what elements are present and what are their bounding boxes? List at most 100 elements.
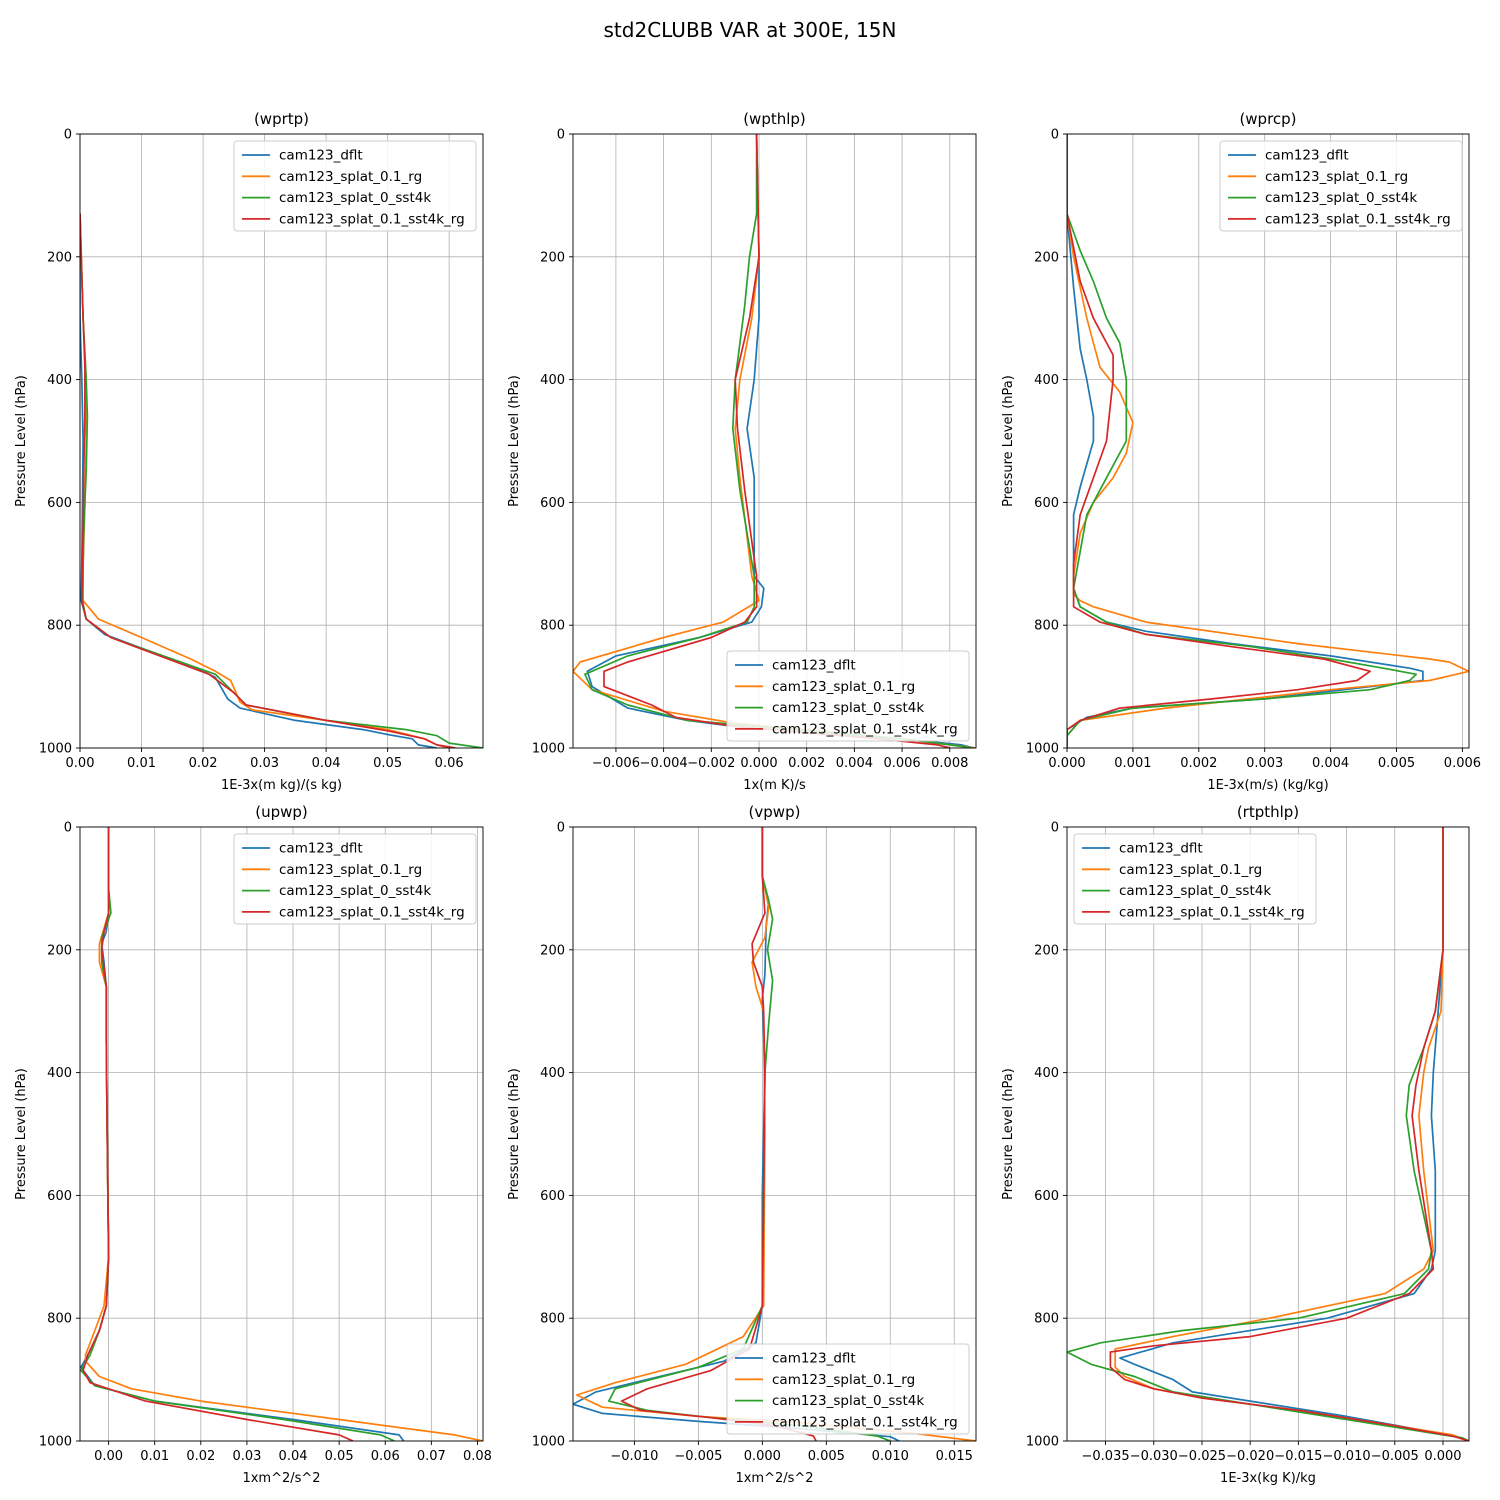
legend-label: cam123_splat_0.1_rg xyxy=(1265,169,1408,185)
legend-label: cam123_splat_0.1_sst4k_rg xyxy=(1119,904,1305,920)
series-line-cam123_splat_0_sst4k xyxy=(80,213,483,748)
y-tick-label: 0 xyxy=(1051,128,1059,143)
legend: cam123_dflt cam123_splat_0.1_rg cam123_spl… xyxy=(1219,140,1463,232)
chart-panel-3: 0.00 0.01 0.02 0.03 0.04 0.05 0.06 0.07 0.08 0 200… xyxy=(14,803,492,1486)
y-axis-label: Pressure Level (hPa) xyxy=(507,375,522,507)
series-line-cam123_splat_0_sst4k xyxy=(1067,827,1469,1441)
x-tick-label: 0.01 xyxy=(140,1449,169,1464)
legend-label: cam123_splat_0.1_sst4k_rg xyxy=(772,1414,958,1430)
legend-box xyxy=(233,833,477,925)
series-line-cam123_splat_0.1_sst4k_rg xyxy=(80,213,456,748)
axes-frame xyxy=(572,133,977,749)
panel-title: (wpthlp) xyxy=(743,110,806,128)
x-tick-label: −0.010 xyxy=(610,1449,658,1464)
y-tick-label: 1000 xyxy=(532,742,565,757)
x-tick-label: 0.015 xyxy=(936,1449,973,1464)
x-tick-label: 0.010 xyxy=(872,1449,909,1464)
axes-frame xyxy=(572,826,977,1442)
y-tick-label: 600 xyxy=(540,496,565,511)
axes-frame xyxy=(79,826,484,1442)
legend-label: cam123_splat_0.1_rg xyxy=(279,862,422,878)
series-line-cam123_splat_0.1_sst4k_rg xyxy=(1109,827,1469,1441)
x-tick-label: 0.05 xyxy=(325,1449,354,1464)
y-tick-label: 200 xyxy=(47,250,72,265)
x-axis-label: 1xm^2/s^2 xyxy=(242,1471,320,1486)
y-tick-label: 800 xyxy=(47,1312,72,1327)
y-axis-label: Pressure Level (hPa) xyxy=(14,375,29,507)
x-tick-label: 0.002 xyxy=(788,756,825,771)
y-tick-label: 600 xyxy=(47,1189,72,1204)
axes-frame xyxy=(1066,133,1470,749)
x-tick-label: −0.030 xyxy=(1130,1449,1178,1464)
x-tick-label: 0.06 xyxy=(435,756,464,771)
y-tick-label: 400 xyxy=(1034,373,1059,388)
x-tick-label: 0.02 xyxy=(186,1449,215,1464)
x-tick-label: 0.000 xyxy=(744,1449,781,1464)
x-axis-label: 1xm^2/s^2 xyxy=(735,1471,813,1486)
y-tick-label: 400 xyxy=(540,1066,565,1081)
legend: cam123_dflt cam123_splat_0.1_rg cam123_spl… xyxy=(233,833,477,925)
legend: cam123_dflt cam123_splat_0.1_rg cam123_spl… xyxy=(726,650,970,742)
y-tick-label: 800 xyxy=(47,619,72,634)
y-tick-label: 1000 xyxy=(39,742,72,757)
y-tick-label: 600 xyxy=(540,1189,565,1204)
series-line-cam123_splat_0.1_sst4k_rg xyxy=(1067,134,1371,748)
x-tick-label: 0.001 xyxy=(1114,756,1151,771)
legend-label: cam123_splat_0_sst4k xyxy=(279,190,431,206)
panel-title: (upwp) xyxy=(255,803,308,821)
x-tick-label: 0.000 xyxy=(740,756,777,771)
panel-title: (wprcp) xyxy=(1239,110,1296,128)
figure-suptitle: std2CLUBB VAR at 300E, 15N xyxy=(604,18,897,42)
x-tick-label: 0.06 xyxy=(371,1449,400,1464)
legend-label: cam123_dflt xyxy=(279,841,363,857)
y-tick-label: 800 xyxy=(1034,1312,1059,1327)
legend-label: cam123_splat_0.1_sst4k_rg xyxy=(279,904,465,920)
legend-label: cam123_splat_0.1_sst4k_rg xyxy=(772,721,958,737)
series-line-cam123_splat_0.1_sst4k_rg xyxy=(620,827,817,1441)
x-tick-label: 0.006 xyxy=(883,756,920,771)
chart-panel-4: −0.010 −0.005 0.000 0.005 0.010 0.015 0 200 400 6… xyxy=(507,803,977,1486)
legend-label: cam123_splat_0_sst4k xyxy=(772,700,924,716)
series-group xyxy=(80,213,483,748)
x-tick-label: 0.004 xyxy=(1312,756,1349,771)
y-tick-label: 0 xyxy=(64,821,72,836)
y-tick-label: 0 xyxy=(64,128,72,143)
x-tick-label: −0.004 xyxy=(640,756,688,771)
y-tick-label: 200 xyxy=(540,943,565,958)
x-tick-label: 0.003 xyxy=(1246,756,1283,771)
series-line-cam123_dflt xyxy=(80,213,438,748)
x-tick-label: 0.04 xyxy=(279,1449,308,1464)
y-tick-label: 200 xyxy=(1034,943,1059,958)
x-tick-label: 0.00 xyxy=(66,756,95,771)
axes-frame xyxy=(79,133,484,749)
series-group xyxy=(1067,134,1469,748)
legend-label: cam123_splat_0_sst4k xyxy=(1119,883,1271,899)
y-tick-label: 600 xyxy=(1034,496,1059,511)
x-tick-label: 0.004 xyxy=(836,756,873,771)
y-tick-label: 600 xyxy=(1034,1189,1059,1204)
legend: cam123_dflt cam123_splat_0.1_rg cam123_spl… xyxy=(1073,833,1317,925)
series-group xyxy=(80,827,483,1441)
x-axis-label: 1E-3x(m/s) (kg/kg) xyxy=(1207,778,1328,793)
x-tick-label: −0.020 xyxy=(1226,1449,1274,1464)
y-tick-label: 400 xyxy=(47,1066,72,1081)
x-tick-label: −0.025 xyxy=(1178,1449,1226,1464)
x-tick-label: 0.000 xyxy=(1048,756,1085,771)
panel-title: (wprtp) xyxy=(254,110,309,128)
y-tick-label: 800 xyxy=(540,619,565,634)
axes-frame xyxy=(1066,826,1470,1442)
x-tick-label: 0.03 xyxy=(250,756,279,771)
series-line-cam123_splat_0.1_rg xyxy=(84,827,483,1441)
legend-box xyxy=(233,140,477,232)
x-tick-label: 0.08 xyxy=(463,1449,492,1464)
series-line-cam123_splat_0.1_sst4k_rg xyxy=(82,827,354,1441)
x-tick-label: 0.000 xyxy=(1424,1449,1461,1464)
series-line-cam123_dflt xyxy=(1119,827,1469,1441)
panel-title: (rtpthlp) xyxy=(1237,803,1299,821)
legend-box xyxy=(1219,140,1463,232)
x-tick-label: −0.005 xyxy=(674,1449,722,1464)
legend-label: cam123_splat_0_sst4k xyxy=(772,1393,924,1409)
chart-panel-0: 0.00 0.01 0.02 0.03 0.04 0.05 0.06 0 200 400 600 80… xyxy=(14,110,484,793)
x-axis-label: 1E-3x(m kg)/(s kg) xyxy=(221,778,342,793)
chart-panel-5: −0.035 −0.030 −0.025 −0.020 −0.015 −0.010 −0.0… xyxy=(1001,803,1470,1486)
